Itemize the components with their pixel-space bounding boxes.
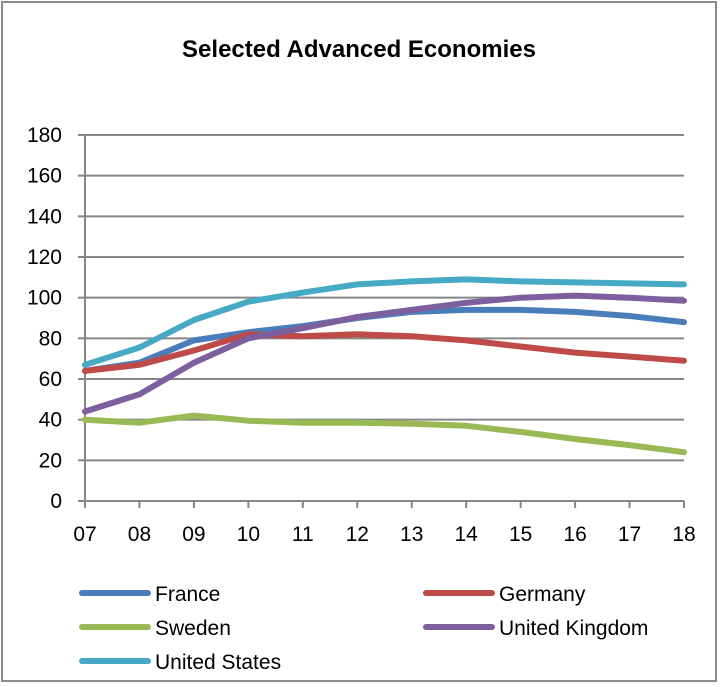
series-lines — [82, 276, 687, 456]
x-tick-label: 08 — [128, 523, 151, 546]
series-line-sweden — [82, 412, 687, 456]
x-tick-label: 16 — [563, 523, 586, 546]
x-tick-label: 14 — [455, 523, 479, 546]
x-tick-label: 07 — [73, 523, 96, 546]
x-axis-tick-labels: 07 08 09 10 11 12 13 14 15 16 17 18 — [73, 523, 695, 546]
y-tick-label: 0 — [50, 490, 62, 513]
series-line-germany — [82, 331, 687, 374]
x-tick-label: 11 — [292, 523, 314, 546]
legend-label-united-kingdom: United Kingdom — [499, 617, 648, 640]
y-tick-label: 60 — [39, 368, 62, 391]
x-tick-label: 09 — [182, 523, 205, 546]
y-tick-label: 120 — [27, 246, 62, 269]
x-tick-label: 15 — [509, 523, 532, 546]
y-tick-label: 40 — [39, 409, 62, 432]
y-axis-tick-labels: 0 20 40 60 80 100 120 140 160 180 — [27, 124, 62, 513]
legend-label-united-states: United States — [155, 651, 281, 674]
y-tick-label: 140 — [27, 205, 62, 228]
x-tick-label: 17 — [618, 523, 641, 546]
legend-label-sweden: Sweden — [155, 617, 231, 640]
chart-title: Selected Advanced Economies — [182, 36, 536, 63]
y-tick-label: 100 — [27, 287, 62, 310]
y-tick-label: 180 — [27, 124, 62, 147]
x-tick-label: 10 — [237, 523, 260, 546]
x-tick-label: 18 — [672, 523, 695, 546]
series-line-united-states — [82, 276, 687, 368]
legend: France Germany Sweden United Kingdom United … — [79, 583, 648, 674]
x-tick-label: 13 — [400, 523, 423, 546]
x-tick-label: 12 — [346, 523, 369, 546]
series-line-united-kingdom — [82, 292, 687, 415]
axes — [78, 134, 685, 508]
y-tick-label: 160 — [27, 165, 62, 188]
series-line-france — [82, 306, 687, 374]
y-tick-label: 20 — [39, 449, 62, 472]
legend-label-france: France — [155, 583, 220, 606]
y-tick-label: 80 — [39, 327, 62, 350]
legend-label-germany: Germany — [499, 583, 586, 606]
